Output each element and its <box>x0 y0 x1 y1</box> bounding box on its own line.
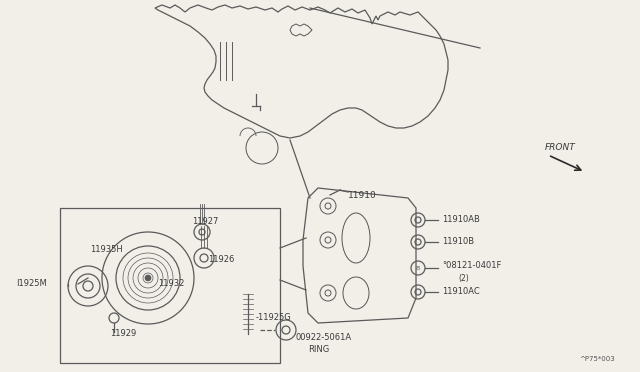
Text: I1925M: I1925M <box>16 279 47 289</box>
Text: ^P75*003: ^P75*003 <box>579 356 615 362</box>
Text: 11935H: 11935H <box>90 246 123 254</box>
Text: 11929: 11929 <box>110 330 136 339</box>
Text: 11910B: 11910B <box>442 237 474 247</box>
Text: RING: RING <box>308 346 329 355</box>
Bar <box>60 208 280 363</box>
Text: 11932: 11932 <box>158 279 184 289</box>
Text: B: B <box>416 266 420 270</box>
Text: FRONT: FRONT <box>545 144 576 153</box>
Text: 11910: 11910 <box>348 190 377 199</box>
Text: 11910AB: 11910AB <box>442 215 480 224</box>
Text: 00922-5061A: 00922-5061A <box>296 333 352 341</box>
Text: (2): (2) <box>458 273 468 282</box>
Text: 11927: 11927 <box>192 218 218 227</box>
Circle shape <box>145 275 151 281</box>
Text: °08121-0401F: °08121-0401F <box>442 260 501 269</box>
Text: 11926: 11926 <box>208 256 234 264</box>
Text: -11925G: -11925G <box>256 314 292 323</box>
Text: 11910AC: 11910AC <box>442 288 480 296</box>
